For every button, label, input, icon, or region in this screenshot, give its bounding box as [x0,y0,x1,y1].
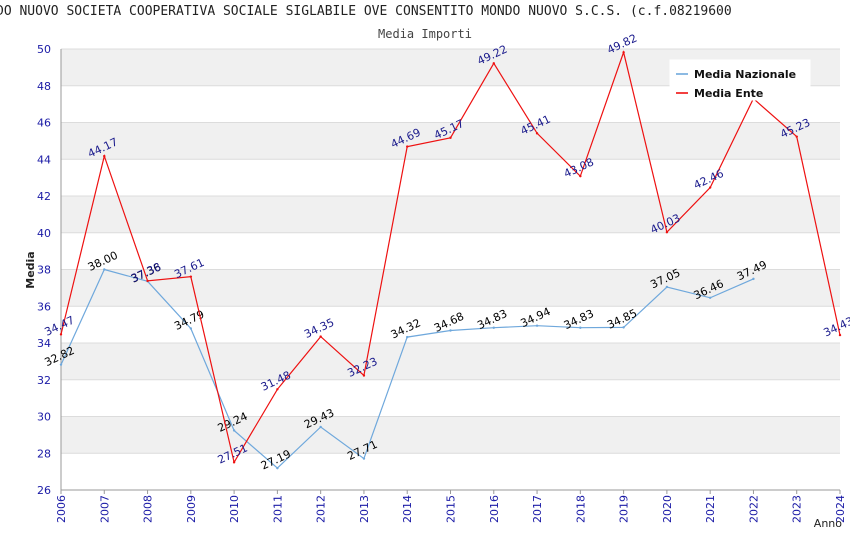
chart-title: DO NUOVO SOCIETA COOPERATIVA SOCIALE SIG… [0,4,732,19]
y-tick-label: 34 [37,337,51,350]
x-axis-title: Anno [814,517,842,530]
y-tick-label: 26 [37,484,51,497]
chart-subtitle: Media Importi [378,27,472,41]
data-point [665,285,669,289]
y-tick-label: 46 [37,117,51,130]
x-tick-label: 2020 [661,495,674,523]
x-tick-label: 2018 [574,495,587,523]
data-point [449,136,452,139]
data-point [276,466,279,470]
grid-band [61,232,840,270]
data-point [535,324,539,327]
x-tick-label: 2013 [358,495,371,523]
legend-box [669,59,811,101]
data-point [59,333,63,336]
data-point [146,279,149,283]
data-point [319,335,322,338]
x-tick-label: 2021 [704,495,717,523]
data-point [362,457,366,460]
x-tick-label: 2011 [271,495,284,523]
y-tick-label: 50 [37,43,51,56]
data-point [276,388,279,391]
x-tick-label: 2024 [834,495,847,523]
data-point [622,51,625,54]
data-point [579,326,582,329]
x-tick-label: 2007 [98,495,111,523]
data-point [752,277,755,281]
data-point [103,154,106,158]
data-point [492,62,495,65]
x-tick-label: 2022 [747,495,760,523]
data-point [189,275,193,278]
x-tick-label: 2019 [618,495,631,523]
data-point [232,429,236,432]
legend-label: Media Nazionale [694,68,796,81]
x-tick-label: 2012 [315,495,328,523]
y-tick-label: 36 [37,300,51,313]
y-tick-label: 48 [37,80,51,93]
grid-band [61,306,840,343]
data-point [838,333,842,337]
y-tick-label: 28 [37,447,51,460]
data-point [362,374,366,377]
grid-band [61,196,840,233]
y-tick-label: 40 [37,227,51,240]
x-tick-label: 2017 [531,495,544,523]
y-tick-label: 32 [37,374,51,387]
y-tick-label: 42 [37,190,51,203]
data-point [795,135,798,138]
x-tick-label: 2010 [228,495,241,523]
data-point [708,296,712,299]
x-tick-label: 2015 [445,495,458,523]
data-point [406,335,409,339]
data-point [535,132,539,135]
x-tick-label: 2014 [401,495,414,523]
y-axis-title: Media [24,251,37,288]
x-tick-label: 2023 [791,495,804,523]
grid-band [61,343,840,380]
data-point [622,326,625,329]
data-point [232,461,236,464]
data-point [103,268,106,271]
data-point [665,230,669,234]
grid-band [61,379,840,417]
x-tick-label: 2016 [488,495,501,523]
y-tick-label: 30 [37,411,51,424]
x-tick-label: 2006 [55,495,68,523]
grid-band [61,122,840,160]
data-point [189,327,193,330]
grid-band [61,159,840,196]
x-tick-label: 2008 [142,495,155,523]
data-point [319,425,322,429]
grid-band [61,416,840,454]
y-tick-label: 38 [37,264,51,277]
data-point [449,329,452,332]
data-point [708,186,712,189]
grid-band [61,453,840,490]
data-point [406,145,409,148]
data-point [492,326,495,329]
x-tick-label: 2009 [185,495,198,523]
data-point [579,174,582,178]
y-tick-label: 44 [37,153,51,166]
data-point [59,363,63,366]
legend-label: Media Ente [694,87,763,100]
